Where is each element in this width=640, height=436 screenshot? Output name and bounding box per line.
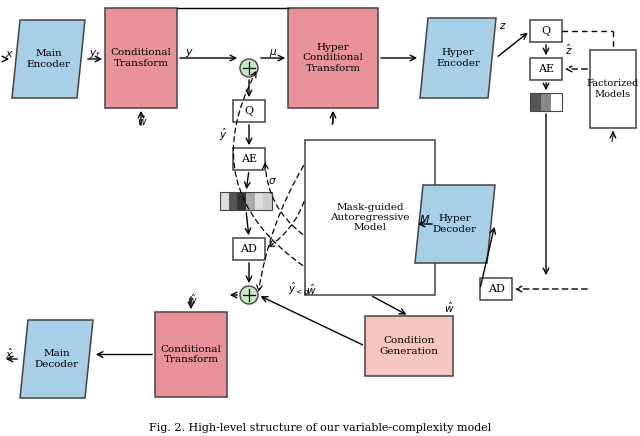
Bar <box>551 93 562 111</box>
Bar <box>288 8 378 108</box>
Bar <box>263 192 272 210</box>
Bar <box>233 238 265 260</box>
Text: Hyper
Encoder: Hyper Encoder <box>436 48 480 68</box>
Polygon shape <box>415 185 495 263</box>
Text: Conditional
Transform: Conditional Transform <box>111 48 172 68</box>
Text: Condition
Generation: Condition Generation <box>380 336 438 356</box>
Bar <box>246 192 255 210</box>
Bar <box>237 192 246 210</box>
Text: $x$: $x$ <box>5 49 14 59</box>
Text: Hyper
Decoder: Hyper Decoder <box>433 215 477 234</box>
Bar <box>480 278 512 300</box>
Bar <box>228 192 237 210</box>
Text: Main
Encoder: Main Encoder <box>26 49 70 69</box>
Circle shape <box>240 59 258 77</box>
Bar <box>155 312 227 397</box>
Text: $\hat{w}$: $\hat{w}$ <box>307 283 317 297</box>
Bar <box>530 93 562 111</box>
Text: $z$: $z$ <box>499 21 507 31</box>
Bar <box>530 93 541 111</box>
Polygon shape <box>20 320 93 398</box>
Text: $l$: $l$ <box>330 115 335 127</box>
Bar <box>105 8 177 108</box>
Bar <box>530 20 562 42</box>
Text: $\hat{x}$: $\hat{x}$ <box>5 347 14 361</box>
Text: $\hat{z}$: $\hat{z}$ <box>565 43 573 57</box>
Bar <box>220 192 272 210</box>
Bar <box>233 100 265 122</box>
Text: Q: Q <box>541 26 550 36</box>
Text: $\hat{y}_{<g}$: $\hat{y}_{<g}$ <box>288 281 310 297</box>
Text: AD: AD <box>488 284 504 294</box>
Text: AE: AE <box>241 154 257 164</box>
Bar <box>365 316 453 376</box>
Bar <box>233 148 265 170</box>
Text: $\hat{w}$: $\hat{w}$ <box>444 301 454 315</box>
Text: $\hat{w}$: $\hat{w}$ <box>137 114 147 128</box>
Bar <box>541 93 551 111</box>
Text: $\hat{w}$: $\hat{w}$ <box>187 293 197 307</box>
Bar <box>590 50 636 128</box>
Text: Fig. 2. High-level structure of our variable-complexity model: Fig. 2. High-level structure of our vari… <box>149 423 491 433</box>
Text: Mask-guided
Autoregressive
Model: Mask-guided Autoregressive Model <box>330 203 410 232</box>
Text: $y_f$: $y_f$ <box>89 48 101 60</box>
Text: $\sigma$: $\sigma$ <box>268 176 277 186</box>
Polygon shape <box>12 20 85 98</box>
Text: $\hat{y}$: $\hat{y}$ <box>220 127 228 143</box>
Bar <box>305 140 435 295</box>
Text: AD: AD <box>241 244 257 254</box>
Text: Conditional
Transform: Conditional Transform <box>161 345 221 364</box>
Bar <box>255 192 263 210</box>
Text: Hyper
Conditional
Transform: Hyper Conditional Transform <box>303 43 364 73</box>
Text: $l$: $l$ <box>611 132 616 144</box>
Circle shape <box>240 286 258 304</box>
Text: $y$: $y$ <box>184 47 193 59</box>
Text: Main
Decoder: Main Decoder <box>35 349 79 369</box>
Polygon shape <box>420 18 496 98</box>
Text: Factorized
Models: Factorized Models <box>587 79 639 99</box>
Bar <box>220 192 228 210</box>
Text: $M$: $M$ <box>419 213 431 225</box>
Bar <box>530 58 562 80</box>
Text: Q: Q <box>244 106 253 116</box>
Text: AE: AE <box>538 64 554 74</box>
Text: $\mu$: $\mu$ <box>269 47 277 59</box>
